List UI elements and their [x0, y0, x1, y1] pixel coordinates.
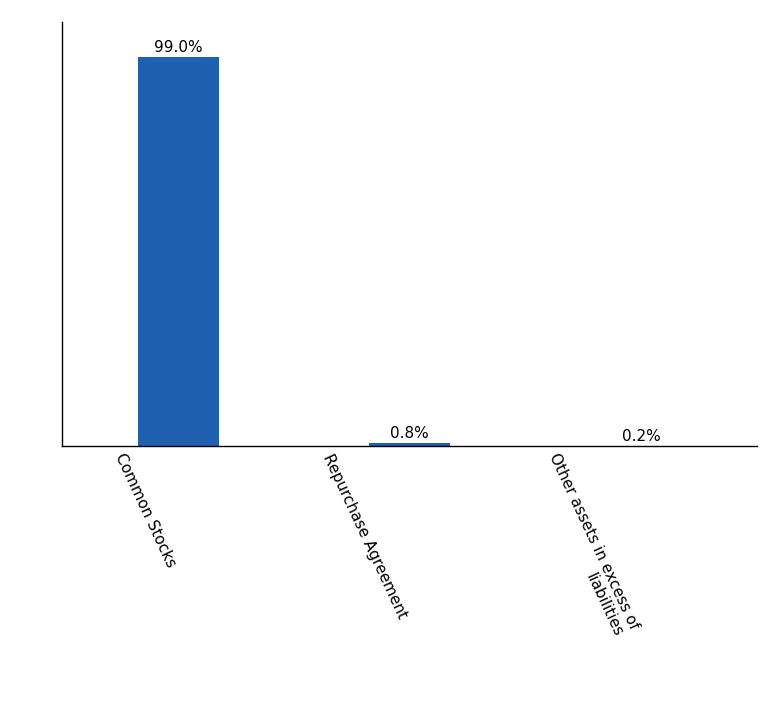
- Bar: [369, 444, 450, 446]
- Text: 0.2%: 0.2%: [622, 428, 661, 444]
- Bar: [137, 57, 218, 446]
- Text: 0.8%: 0.8%: [390, 426, 429, 441]
- Text: 99.0%: 99.0%: [154, 40, 203, 55]
